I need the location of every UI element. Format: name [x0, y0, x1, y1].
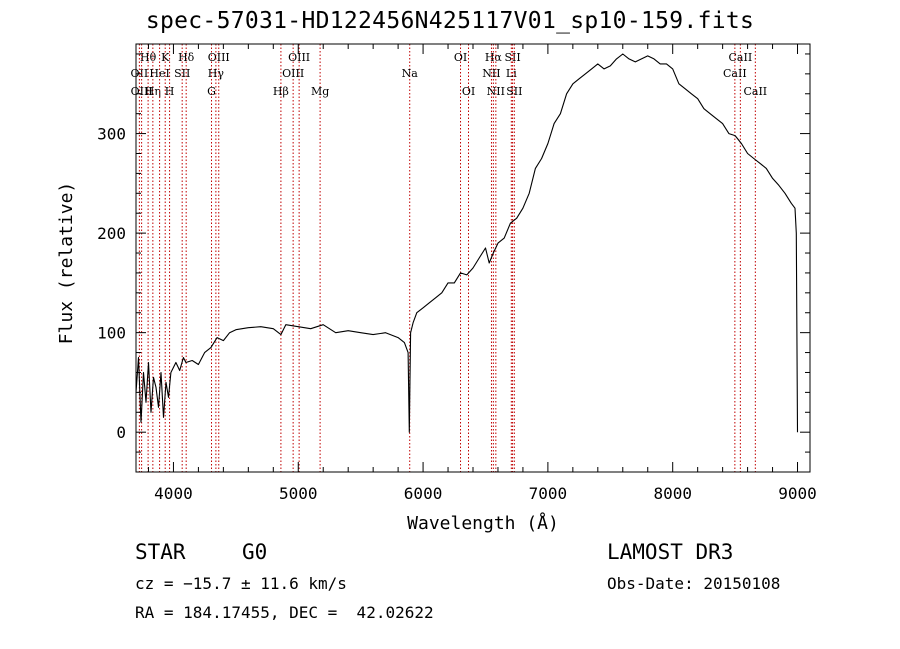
x-tick-label-5000: 5000: [279, 484, 318, 503]
x-tick-label-8000: 8000: [653, 484, 692, 503]
plot-frame: [135, 43, 811, 473]
line-marker-label-8: Hδ: [178, 51, 195, 64]
x-tick-label-4000: 4000: [154, 484, 193, 503]
line-marker-label-26: CaII: [723, 67, 747, 80]
x-axis-label: Wavelength (Å): [407, 512, 559, 534]
y-tick-label-200: 200: [97, 224, 126, 243]
line-marker-label-27: CaII: [743, 85, 767, 98]
line-marker-label-25: CaII: [729, 51, 753, 64]
chart-title: spec-57031-HD122456N425117V01_sp10-159.f…: [145, 8, 755, 34]
x-tick-label-7000: 7000: [529, 484, 568, 503]
observation-date: Obs-Date: 20150108: [607, 574, 781, 593]
line-marker-label-0: Hθ: [140, 51, 157, 64]
line-marker-label-18: OI: [462, 85, 475, 98]
line-marker-label-9: OIII: [208, 51, 230, 64]
line-marker-label-19: Hα: [485, 51, 503, 64]
line-marker-label-7: SII: [174, 67, 190, 80]
y-tick-label-100: 100: [97, 324, 126, 343]
line-marker-label-12: Hβ: [273, 85, 289, 98]
line-marker-label-22: SII: [504, 51, 520, 64]
line-marker-label-24: SII: [506, 85, 522, 98]
line-marker-label-6: H: [165, 85, 175, 98]
spectrum-line: [135, 53, 799, 433]
line-marker-label-14: OIII: [282, 67, 304, 80]
object-type: STAR: [135, 540, 186, 564]
ra-dec-info: RA = 184.17455, DEC = 42.02622: [135, 603, 434, 622]
line-marker-label-10: Hγ: [208, 67, 225, 80]
y-tick-label-0: 0: [116, 423, 126, 442]
x-tick-label-9000: 9000: [778, 484, 817, 503]
line-marker-label-17: OI: [454, 51, 467, 64]
line-marker-label-11: G: [207, 85, 216, 98]
line-marker-label-4: Hη: [145, 85, 161, 98]
x-tick-label-6000: 6000: [404, 484, 443, 503]
line-marker-label-15: Mg: [311, 85, 329, 98]
object-class: G0: [242, 540, 268, 564]
line-marker-label-20: NII: [482, 67, 500, 80]
line-marker-label-16: Na: [402, 67, 419, 80]
line-marker-label-3: K: [161, 51, 170, 64]
line-marker-label-5: HeI: [149, 67, 169, 80]
y-axis-label: Flux (relative): [56, 182, 77, 345]
line-marker-label-23: Li: [506, 67, 517, 80]
survey-label: LAMOST DR3: [607, 540, 734, 564]
y-tick-label-300: 300: [97, 125, 126, 144]
line-marker-label-21: NII: [487, 85, 505, 98]
redshift-info: cz = −15.7 ± 11.6 km/s: [135, 574, 347, 593]
line-marker-label-13: OIII: [288, 51, 310, 64]
